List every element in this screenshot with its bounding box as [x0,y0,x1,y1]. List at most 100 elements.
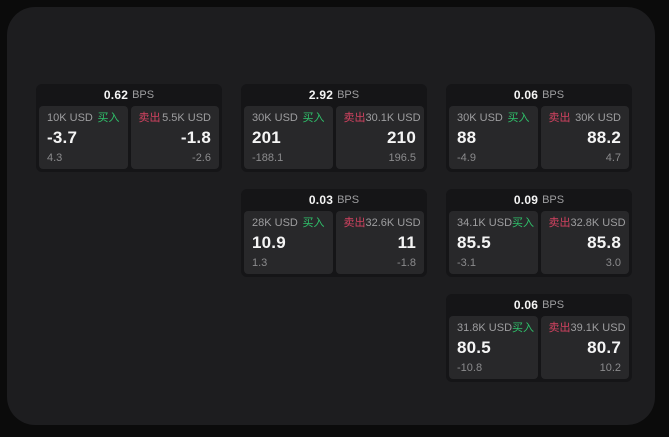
buy-price-value: 85.5 [457,233,491,253]
card-body: 10K USD 买入 -3.7 4.3 卖出 5.5K USD -1.8 -2.… [39,106,219,169]
sell-side-label: 卖出 [343,217,366,229]
buy-tile-top: 31.8K USD 买入 [457,322,534,334]
buy-notional-label: 34.1K USD [457,217,513,229]
buy-price-value: 10.9 [252,233,286,253]
buy-side-label: 买入 [97,112,120,124]
buy-side-label: 买入 [507,112,530,124]
buy-price-value: 201 [252,128,281,148]
buy-delta-value: 4.3 [47,151,63,164]
bps-unit-label: BPS [337,89,360,101]
sell-tile-top: 卖出 30.1K USD [343,112,421,124]
buy-quote-tile[interactable]: 28K USD 买入 10.9 1.3 [244,211,333,274]
sell-quote-tile[interactable]: 卖出 30.1K USD 210 196.5 [335,106,424,169]
sell-delta-value: 10.2 [599,361,621,374]
sell-tile-top: 卖出 32.8K USD [548,217,626,229]
quote-card: 0.06 BPS 31.8K USD 买入 80.5 -10.8 卖出 39.1… [446,294,632,382]
sell-price-value: 11 [397,233,416,253]
card-header: 0.06 BPS [449,294,629,316]
buy-side-label: 买入 [512,322,535,334]
buy-tile-top: 34.1K USD 买入 [457,217,534,229]
bps-value: 0.09 [513,193,539,207]
bps-value: 0.06 [513,88,539,102]
buy-side-label: 买入 [512,217,535,229]
main-panel: 0.62 BPS 10K USD 买入 -3.7 4.3 卖出 5.5K USD… [7,7,655,425]
card-body: 34.1K USD 买入 85.5 -3.1 卖出 32.8K USD 85.8… [449,211,629,274]
card-body: 30K USD 买入 201 -188.1 卖出 30.1K USD 210 1… [244,106,424,169]
card-header: 0.09 BPS [449,189,629,211]
sell-price-value: 210 [387,128,416,148]
sell-quote-tile[interactable]: 卖出 39.1K USD 80.7 10.2 [540,316,629,379]
buy-delta-value: -3.1 [457,256,476,269]
buy-notional-label: 31.8K USD [457,322,513,334]
buy-quote-tile[interactable]: 10K USD 买入 -3.7 4.3 [39,106,128,169]
bps-unit-label: BPS [337,194,360,206]
buy-price-value: 80.5 [457,338,491,358]
sell-price-value: 88.2 [587,128,621,148]
buy-tile-top: 30K USD 买入 [252,112,325,124]
sell-side-label: 卖出 [548,112,571,124]
card-header: 0.62 BPS [39,84,219,106]
card-body: 28K USD 买入 10.9 1.3 卖出 32.6K USD 11 -1.8 [244,211,424,274]
quote-card: 0.09 BPS 34.1K USD 买入 85.5 -3.1 卖出 32.8K… [446,189,632,277]
buy-price-value: 88 [457,128,477,148]
bps-value: 0.62 [103,88,129,102]
sell-quote-tile[interactable]: 卖出 5.5K USD -1.8 -2.6 [130,106,219,169]
bps-value: 0.06 [513,298,539,312]
sell-delta-value: 3.0 [605,256,621,269]
sell-delta-value: 196.5 [388,151,416,164]
sell-notional-label: 30.1K USD [365,112,421,124]
buy-quote-tile[interactable]: 34.1K USD 买入 85.5 -3.1 [449,211,538,274]
buy-quote-tile[interactable]: 30K USD 买入 201 -188.1 [244,106,333,169]
sell-notional-label: 5.5K USD [162,112,211,124]
buy-notional-label: 28K USD [252,217,298,229]
sell-delta-value: 4.7 [605,151,621,164]
sell-notional-label: 39.1K USD [570,322,626,334]
bps-unit-label: BPS [542,194,565,206]
buy-delta-value: -188.1 [252,151,284,164]
quote-card: 2.92 BPS 30K USD 买入 201 -188.1 卖出 30.1K … [241,84,427,172]
buy-price-value: -3.7 [47,128,78,148]
bps-value: 0.03 [308,193,334,207]
quote-cards-grid: 0.62 BPS 10K USD 买入 -3.7 4.3 卖出 5.5K USD… [36,84,632,382]
buy-tile-top: 30K USD 买入 [457,112,530,124]
card-header: 2.92 BPS [244,84,424,106]
sell-tile-top: 卖出 39.1K USD [548,322,626,334]
sell-side-label: 卖出 [343,112,366,124]
sell-tile-top: 卖出 30K USD [549,112,622,124]
buy-notional-label: 10K USD [47,112,93,124]
sell-delta-value: -1.8 [397,256,416,269]
sell-price-value: -1.8 [180,128,211,148]
buy-notional-label: 30K USD [252,112,298,124]
buy-delta-value: -4.9 [457,151,476,164]
quote-card: 0.06 BPS 30K USD 买入 88 -4.9 卖出 30K USD 8… [446,84,632,172]
quote-card: 0.03 BPS 28K USD 买入 10.9 1.3 卖出 32.6K US… [241,189,427,277]
buy-tile-top: 10K USD 买入 [47,112,120,124]
sell-side-label: 卖出 [138,112,161,124]
sell-tile-top: 卖出 5.5K USD [139,112,212,124]
sell-price-value: 85.8 [587,233,621,253]
buy-tile-top: 28K USD 买入 [252,217,325,229]
card-body: 31.8K USD 买入 80.5 -10.8 卖出 39.1K USD 80.… [449,316,629,379]
sell-notional-label: 30K USD [575,112,621,124]
sell-price-value: 80.7 [587,338,621,358]
sell-tile-top: 卖出 32.6K USD [343,217,421,229]
buy-side-label: 买入 [302,112,325,124]
card-body: 30K USD 买入 88 -4.9 卖出 30K USD 88.2 4.7 [449,106,629,169]
sell-quote-tile[interactable]: 卖出 32.6K USD 11 -1.8 [335,211,424,274]
bps-unit-label: BPS [132,89,155,101]
buy-quote-tile[interactable]: 31.8K USD 买入 80.5 -10.8 [449,316,538,379]
bps-unit-label: BPS [542,89,565,101]
buy-delta-value: 1.3 [252,256,268,269]
bps-value: 2.92 [308,88,334,102]
quote-card: 0.62 BPS 10K USD 买入 -3.7 4.3 卖出 5.5K USD… [36,84,222,172]
buy-delta-value: -10.8 [457,361,483,374]
bps-unit-label: BPS [542,299,565,311]
sell-notional-label: 32.6K USD [365,217,421,229]
sell-quote-tile[interactable]: 卖出 30K USD 88.2 4.7 [540,106,629,169]
buy-quote-tile[interactable]: 30K USD 买入 88 -4.9 [449,106,538,169]
sell-side-label: 卖出 [548,322,571,334]
buy-notional-label: 30K USD [457,112,503,124]
sell-side-label: 卖出 [548,217,571,229]
sell-quote-tile[interactable]: 卖出 32.8K USD 85.8 3.0 [540,211,629,274]
card-header: 0.06 BPS [449,84,629,106]
